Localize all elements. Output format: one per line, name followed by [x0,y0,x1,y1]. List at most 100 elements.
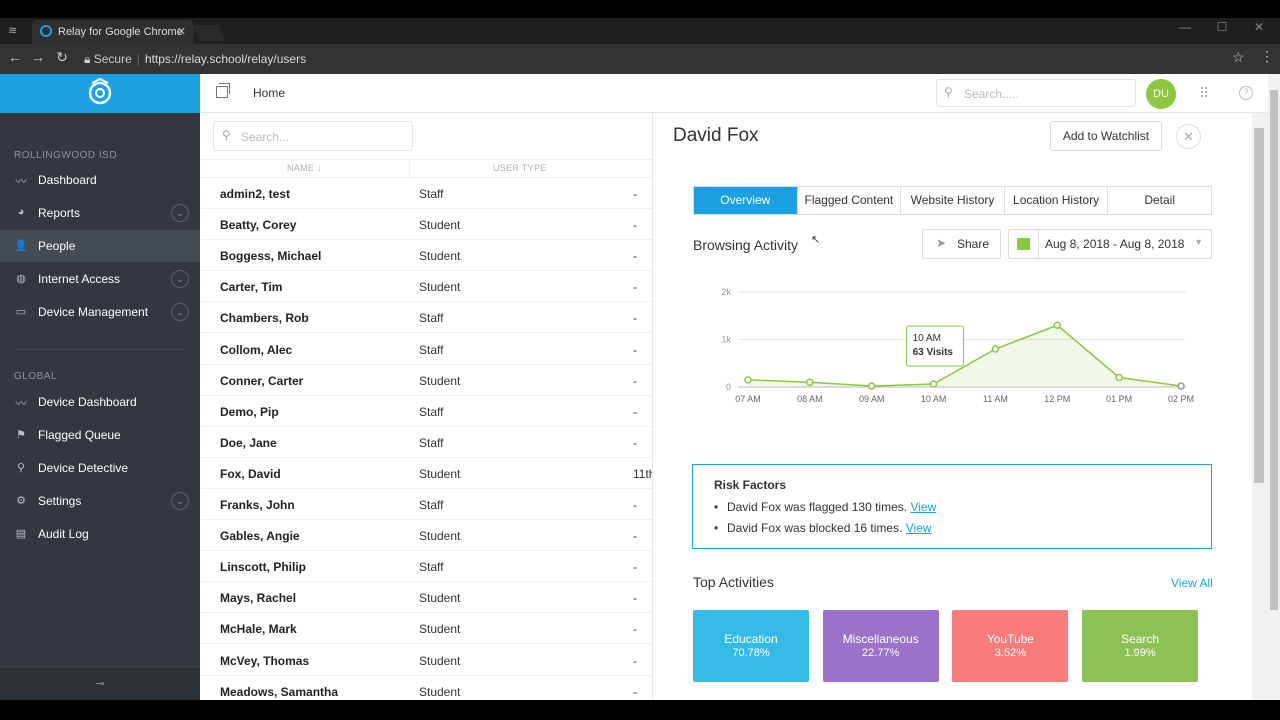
global-search-input[interactable]: ⚲ Search..... [936,79,1136,107]
add-to-watchlist-button[interactable]: Add to Watchlist [1050,121,1162,151]
x-tick-label: 10 AM [921,394,947,404]
activity-card-miscellaneous[interactable]: Miscellaneous 22.77% [822,610,939,682]
sidebar-item-device-management[interactable]: ▭ Device Management ⌄ [0,296,200,328]
table-row[interactable]: Collom, Alec Staff - [200,334,652,365]
relay-favicon-icon [40,25,52,37]
risk-view-link[interactable]: View [910,500,937,514]
table-row[interactable]: Boggess, Michael Student - [200,240,652,272]
sidebar [0,113,200,700]
chevron-down-icon[interactable]: ⌄ [171,270,189,288]
table-row[interactable]: Franks, John Staff - [200,489,652,520]
activity-card-search[interactable]: Search 1.99% [1082,610,1199,682]
sidebar-item-audit-log[interactable]: ▤ Audit Log [0,518,200,550]
grade-cell: - [633,591,637,606]
tab-close-icon[interactable]: ✕ [176,26,186,38]
data-point[interactable] [1053,321,1062,329]
avatar[interactable]: DU [1146,79,1176,109]
reload-icon[interactable]: ↻ [56,49,68,65]
data-point[interactable] [1177,382,1185,390]
bookmark-star-icon[interactable]: ☆ [1232,49,1245,65]
data-point[interactable] [991,345,1000,353]
user-type-cell: Staff [419,404,444,419]
sidebar-item-reports[interactable]: ◕ Reports ⌄ [0,197,200,229]
browser-tab[interactable]: Relay for Google Chrome ✕ [32,20,194,44]
view-all-link[interactable]: View All [1171,576,1213,590]
window-close-icon[interactable]: ✕ [1253,20,1265,34]
url-field[interactable]: 🔒︎ Secure | https://relay.school/relay/use… [84,52,307,66]
table-row[interactable]: admin2, test Staff - [200,178,652,209]
x-tick-label: 02 PM [1168,394,1194,404]
help-icon[interactable]: ? [1239,86,1253,100]
sidebar-item-settings[interactable]: ⚙ Settings ⌄ [0,485,200,517]
table-row[interactable]: Demo, Pip Staff - [200,396,652,427]
name-column-header[interactable]: NAME ↓ [287,163,322,173]
chevron-down-icon[interactable]: ⌄ [171,303,189,321]
data-point[interactable] [1115,373,1123,382]
user-name-cell: Linscott, Philip [220,560,306,575]
data-point[interactable] [929,380,938,388]
grade-cell: - [633,342,637,357]
x-tick-label: 12 PM [1044,394,1070,404]
relay-logo[interactable] [0,74,200,113]
chevron-down-icon[interactable]: ⌄ [171,492,189,510]
table-row[interactable]: Carter, Tim Student - [200,271,652,303]
maximize-icon[interactable]: ☐ [1216,20,1228,34]
table-row[interactable]: McHale, Mark Student - [200,613,652,645]
minimize-icon[interactable]: — [1179,20,1191,34]
tab-overview[interactable]: Overview [694,187,798,214]
table-row[interactable]: Mays, Rachel Student - [200,582,652,614]
globe-icon: ◍ [16,273,26,285]
new-tab-button[interactable] [193,25,225,41]
tab-location-history[interactable]: Location History [1005,187,1109,214]
table-row[interactable]: McVey, Thomas Student - [200,645,652,676]
date-range-picker[interactable]: Aug 8, 2018 - Aug 8, 2018 ▼ [1008,229,1212,259]
table-row[interactable]: Doe, Jane Staff - [200,427,652,458]
window-toggle-icon[interactable] [216,83,230,98]
table-row[interactable]: Beatty, Corey Student - [200,209,652,241]
forward-icon[interactable]: → [31,49,45,65]
secure-label: Secure [93,52,132,66]
table-row[interactable]: Gables, Angie Student - [200,520,652,552]
user-search-placeholder: Search... [241,130,290,144]
y-tick-label: 1k [721,335,731,345]
table-row[interactable]: Fox, David Student 11th [200,457,656,489]
sidebar-item-device-detective[interactable]: ⚲ Device Detective [0,452,200,484]
grade-cell: 11th [633,466,656,481]
sidebar-item-internet-access[interactable]: ◍ Internet Access ⌄ [0,263,200,295]
user-search-input[interactable]: ⚲ Search... [213,121,413,151]
user-name-cell: Beatty, Corey [220,218,297,233]
activity-percent: 22.77% [862,647,900,659]
detail-scrollbar-thumb[interactable] [1254,128,1264,483]
user-type-column-header[interactable]: USER TYPE [493,163,547,173]
data-point[interactable] [867,382,876,390]
table-row[interactable]: Conner, Carter Student - [200,365,652,396]
tab-detail[interactable]: Detail [1144,193,1176,207]
back-icon[interactable]: ← [8,49,22,65]
breadcrumb[interactable]: Home [253,86,286,100]
activity-card-education[interactable]: Education 70.78% [693,610,809,682]
tab-website-history[interactable]: Website History [901,187,1005,214]
data-point[interactable] [744,376,752,384]
share-button[interactable]: ➤ Share [922,229,1001,259]
browser-menu-icon[interactable]: ⋮ [1260,48,1274,64]
sidebar-item-device-dashboard[interactable]: 〰 Device Dashboard [0,386,200,418]
table-row[interactable]: Chambers, Rob Staff - [200,302,652,334]
risk-view-link[interactable]: View [905,521,932,535]
search-icon: ⚲ [16,462,26,474]
page-scrollbar-thumb[interactable] [1270,90,1278,610]
address-bar [0,44,1280,74]
tab-flagged-content[interactable]: Flagged Content [798,187,902,214]
sidebar-item-dashboard[interactable]: 〰 Dashboard [0,164,200,196]
log-icon: ▤ [15,528,27,540]
apps-grid-icon[interactable]: ⠿ [1199,85,1210,101]
sidebar-item-people[interactable]: 👤 People [0,230,200,262]
data-point[interactable] [806,378,814,386]
table-row[interactable]: Linscott, Philip Staff - [200,551,652,583]
sidebar-item-flagged-queue[interactable]: ⚑ Flagged Queue [0,419,200,451]
activity-card-youtube[interactable]: YouTube 3.52% [952,610,1069,682]
close-icon[interactable]: ✕ [1176,124,1201,149]
column-divider [409,159,410,178]
collapse-sidebar-button[interactable]: ⊸ [0,668,200,700]
user-type-cell: Student [419,591,461,606]
chevron-down-icon[interactable]: ⌄ [171,204,189,222]
